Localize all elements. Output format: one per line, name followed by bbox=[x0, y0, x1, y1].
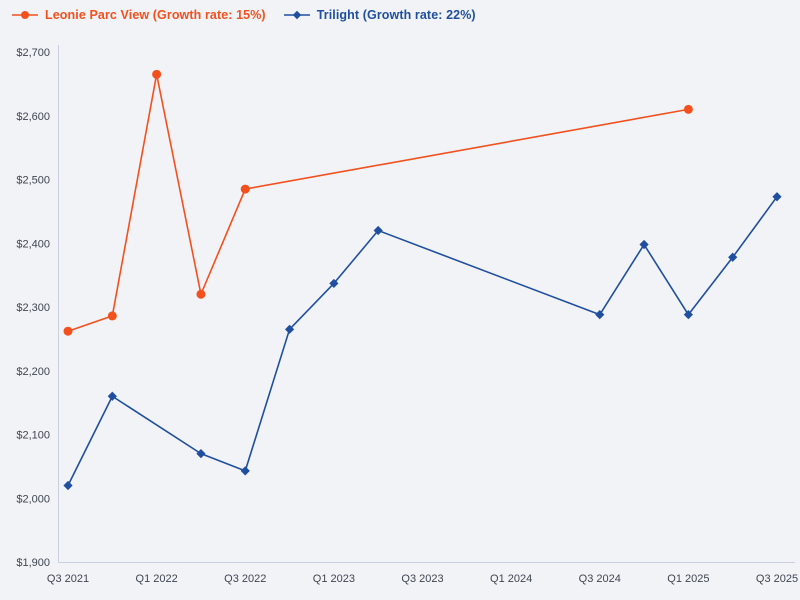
y-tick-label: $2,300 bbox=[16, 302, 50, 314]
y-tick-label: $2,600 bbox=[16, 111, 50, 123]
data-point-marker bbox=[284, 324, 295, 334]
circle-series-marker-icon bbox=[12, 11, 38, 19]
data-point-marker bbox=[196, 289, 206, 299]
series-line-leonie-parc-view bbox=[67, 73, 690, 333]
data-point-marker bbox=[63, 326, 73, 336]
y-tick-label: $2,700 bbox=[16, 47, 50, 59]
legend-item-trilight[interactable]: Trilight (Growth rate: 22%) bbox=[283, 8, 476, 22]
data-point-marker bbox=[373, 225, 383, 236]
series-line-trilight bbox=[67, 195, 778, 487]
data-point-marker bbox=[728, 252, 738, 262]
y-tick-label: $2,400 bbox=[16, 238, 50, 250]
y-tick-label: $2,500 bbox=[16, 175, 50, 187]
data-point-marker bbox=[329, 278, 339, 289]
x-tick-label: Q1 2022 bbox=[136, 573, 178, 585]
y-tick-label: $2,100 bbox=[16, 430, 50, 442]
x-tick-label: Q3 2024 bbox=[579, 573, 621, 585]
x-tick-label: Q1 2023 bbox=[313, 573, 355, 585]
legend-label: Trilight (Growth rate: 22%) bbox=[316, 8, 476, 22]
data-point-marker bbox=[196, 449, 206, 459]
chart-legend: Leonie Parc View (Growth rate: 15%) Trili… bbox=[12, 8, 476, 22]
y-tick-label: $1,900 bbox=[16, 557, 50, 569]
diamond-series-marker-icon bbox=[283, 10, 310, 20]
x-tick-label: Q3 2022 bbox=[224, 573, 266, 585]
data-point-marker bbox=[63, 480, 73, 491]
data-point-marker bbox=[595, 310, 605, 320]
legend-item-leonie-parc-view[interactable]: Leonie Parc View (Growth rate: 15%) bbox=[12, 8, 266, 22]
data-point-marker bbox=[240, 466, 250, 476]
data-point-marker bbox=[152, 69, 162, 79]
data-point-marker bbox=[107, 391, 117, 401]
y-tick-label: $2,200 bbox=[16, 366, 50, 378]
data-point-marker bbox=[240, 184, 250, 194]
x-tick-label: Q3 2025 bbox=[756, 573, 798, 585]
x-tick-label: Q3 2023 bbox=[401, 573, 443, 585]
legend-label: Leonie Parc View (Growth rate: 15%) bbox=[45, 8, 266, 22]
data-point-marker bbox=[772, 192, 782, 202]
y-tick-label: $2,000 bbox=[16, 493, 50, 505]
data-point-marker bbox=[639, 239, 649, 250]
x-tick-label: Q1 2024 bbox=[490, 573, 532, 585]
data-point-marker bbox=[107, 311, 117, 321]
data-point-marker bbox=[683, 310, 693, 320]
x-tick-label: Q1 2025 bbox=[667, 573, 709, 585]
data-point-marker bbox=[683, 104, 693, 114]
x-tick-label: Q3 2021 bbox=[47, 573, 89, 585]
